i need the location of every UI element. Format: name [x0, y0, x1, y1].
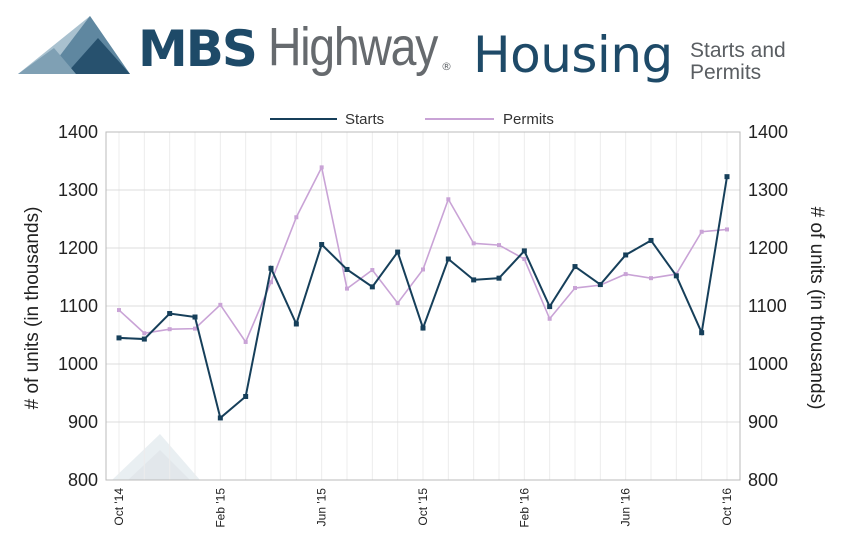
data-point-permits — [573, 286, 577, 291]
data-point-starts — [445, 256, 451, 262]
registered-mark: ® — [441, 60, 452, 73]
plot-frame — [105, 131, 741, 481]
y-axis-right: 800 900 1000 1100 1200 1300 1400 — [748, 122, 788, 490]
y-tick-label-right: 1100 — [748, 296, 787, 316]
mbs-highway-logo-icon — [18, 16, 130, 74]
data-point-permits — [547, 316, 552, 321]
y-tick-label-right: 1200 — [748, 238, 788, 258]
y-tick-label-left: 1200 — [58, 238, 98, 258]
data-point-permits — [243, 339, 248, 344]
legend-label-permits: Permits — [503, 111, 554, 128]
data-point-permits — [649, 276, 653, 281]
y-tick-label-left: 1300 — [58, 180, 98, 200]
y-tick-label-right: 800 — [748, 470, 778, 490]
data-point-permits — [370, 268, 375, 273]
data-point-starts — [572, 264, 578, 270]
data-point-starts — [420, 325, 426, 331]
data-point-starts — [369, 284, 375, 290]
data-point-starts — [268, 265, 274, 271]
data-point-starts — [648, 237, 654, 243]
x-tick-label: Jun '16 — [619, 488, 633, 527]
data-point-permits — [345, 286, 349, 291]
data-point-starts — [141, 336, 147, 342]
data-point-permits — [395, 301, 400, 306]
x-tick-label: Jun '15 — [315, 488, 329, 527]
y-axis-title-right: # of units (in thousands) — [806, 207, 827, 410]
data-point-starts — [319, 242, 325, 248]
y-axis-title-left: # of units (in thousands) — [22, 207, 43, 410]
y-axis-left: 800 900 1000 1100 1200 1300 1400 — [58, 122, 98, 490]
y-tick-label-left: 900 — [68, 412, 98, 432]
data-point-starts — [699, 330, 705, 336]
data-point-starts — [547, 304, 553, 310]
y-tick-label-left: 800 — [68, 470, 98, 490]
data-point-starts — [395, 249, 401, 255]
legend: Starts Permits — [270, 111, 554, 128]
data-point-starts — [217, 415, 223, 421]
y-tick-label-left: 1000 — [58, 354, 98, 374]
x-tick-label: Oct '14 — [112, 488, 126, 526]
page-subtitle: Starts and Permits — [690, 39, 786, 84]
data-point-starts — [623, 252, 629, 258]
x-tick-label: Feb '15 — [213, 488, 227, 528]
y-tick-label-right: 1300 — [748, 180, 788, 200]
series-layer — [116, 164, 730, 421]
legend-label-starts: Starts — [345, 111, 384, 128]
data-point-starts — [344, 266, 350, 272]
y-tick-label-right: 1400 — [748, 122, 788, 142]
data-point-permits — [446, 197, 451, 202]
data-point-starts — [724, 174, 730, 180]
data-point-starts — [167, 311, 173, 317]
data-point-starts — [673, 273, 679, 279]
page-title: Housing — [473, 26, 673, 84]
data-point-permits — [471, 241, 476, 246]
data-point-starts — [521, 248, 527, 254]
data-point-permits — [193, 326, 197, 331]
data-point-starts — [471, 277, 477, 283]
housing-chart: 800 900 1000 1100 1200 1300 1400 800 900 1000 110… — [22, 111, 827, 528]
data-point-starts — [192, 314, 198, 320]
data-point-starts — [116, 335, 122, 341]
data-point-starts — [496, 275, 502, 281]
x-axis: Oct '14 Feb '15 Jun '15 Oct '15 Feb '16 Jun '… — [112, 488, 734, 528]
data-point-permits — [522, 257, 527, 262]
data-point-permits — [699, 229, 704, 234]
x-tick-label: Feb '16 — [517, 488, 531, 528]
series-starts — [116, 174, 730, 421]
chart-grid — [106, 131, 740, 481]
x-tick-label: Oct '15 — [416, 488, 430, 526]
y-tick-label-right: 1000 — [748, 354, 788, 374]
data-point-permits — [497, 243, 501, 248]
data-point-permits — [218, 302, 223, 307]
brand-highway: Highway — [268, 17, 438, 77]
data-point-permits — [623, 272, 628, 277]
data-point-permits — [142, 331, 147, 336]
header: MBS Highway ® Housing Starts and Permits — [0, 0, 850, 100]
data-point-starts — [293, 321, 299, 327]
y-tick-label-left: 1400 — [58, 122, 98, 142]
data-point-starts — [243, 393, 249, 399]
data-point-permits — [421, 267, 425, 272]
y-tick-label-left: 1100 — [59, 296, 98, 316]
watermark-logo-icon — [112, 434, 200, 480]
data-point-permits — [725, 227, 729, 232]
data-point-permits — [269, 280, 273, 285]
brand-mbs: MBS — [138, 20, 258, 78]
data-point-permits — [294, 215, 299, 220]
data-point-permits — [117, 308, 121, 313]
y-tick-label-right: 900 — [748, 412, 778, 432]
x-tick-label: Oct '16 — [720, 488, 734, 526]
data-point-permits — [167, 327, 172, 332]
data-point-starts — [597, 282, 603, 288]
data-point-permits — [319, 165, 324, 170]
